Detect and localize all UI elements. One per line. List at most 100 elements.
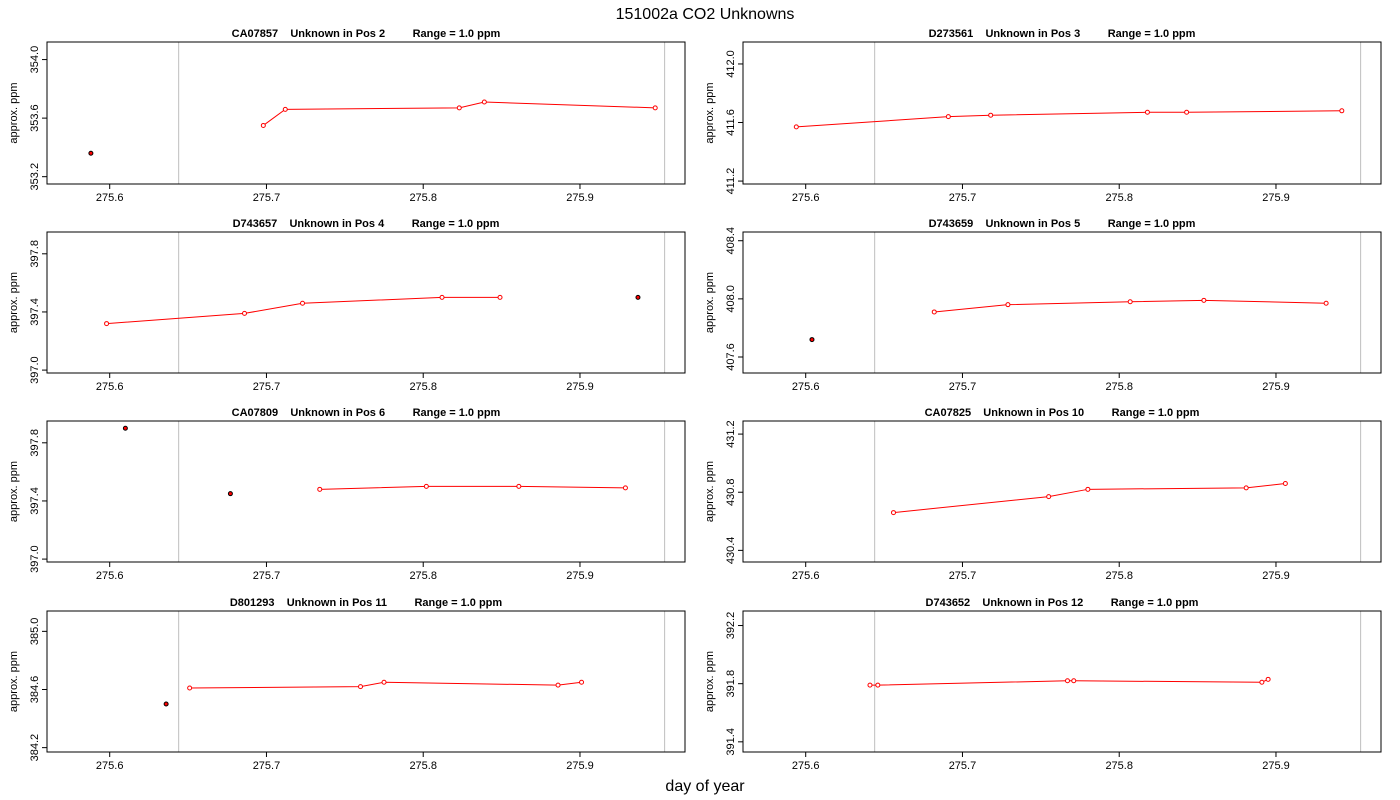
- x-tick-label: 275.6: [792, 381, 820, 393]
- y-tick-label: 412.0: [725, 50, 737, 78]
- y-tick-label: 392.2: [725, 612, 737, 640]
- y-tick-label: 397.0: [29, 356, 41, 384]
- x-tick-label: 275.8: [1105, 570, 1133, 582]
- outlier-point: [88, 150, 94, 156]
- x-tick-label: 275.7: [949, 192, 977, 204]
- y-tick-label: 408.4: [725, 227, 737, 255]
- y-axis-label: approx. ppm: [704, 82, 716, 143]
- plot-frame: [742, 420, 1382, 563]
- data-point: [1085, 486, 1091, 492]
- y-tick-label: 397.0: [29, 545, 41, 573]
- x-tick-label: 275.9: [1262, 192, 1290, 204]
- data-point: [1259, 679, 1265, 685]
- x-tick-label: 275.7: [253, 570, 281, 582]
- data-point: [875, 682, 881, 688]
- x-axis-label: day of year: [665, 778, 745, 795]
- x-tick-label: 275.6: [96, 192, 124, 204]
- panel-title: D743652 Unknown in Pos 12 Range = 1.0 pp…: [926, 597, 1199, 609]
- data-point: [104, 321, 110, 327]
- x-tick-label: 275.8: [409, 760, 437, 772]
- data-point: [945, 114, 951, 120]
- data-point: [260, 122, 266, 128]
- panel-4: D743659 Unknown in Pos 5 Range = 1.0 ppm…: [704, 218, 1382, 393]
- plot-frame: [742, 231, 1382, 374]
- data-point: [867, 682, 873, 688]
- outlier-point: [227, 491, 233, 497]
- y-tick-label: 354.0: [29, 46, 41, 74]
- data-point: [1144, 109, 1150, 115]
- x-tick-label: 275.6: [96, 570, 124, 582]
- y-tick-label: 391.8: [725, 670, 737, 698]
- x-tick-label: 275.9: [566, 760, 594, 772]
- y-tick-label: 385.0: [29, 618, 41, 646]
- y-tick-label: 353.6: [29, 104, 41, 132]
- x-tick-label: 275.8: [1105, 381, 1133, 393]
- data-point: [423, 483, 429, 489]
- y-tick-label: 430.8: [725, 478, 737, 506]
- plot-frame: [46, 231, 686, 374]
- x-tick-label: 275.8: [1105, 192, 1133, 204]
- x-tick-label: 275.7: [253, 760, 281, 772]
- y-axis-label: approx. ppm: [8, 651, 20, 712]
- panel-7: D801293 Unknown in Pos 11 Range = 1.0 pp…: [8, 597, 686, 772]
- outlier-point: [635, 294, 641, 300]
- data-point: [456, 105, 462, 111]
- x-tick-label: 275.9: [1262, 381, 1290, 393]
- x-tick-label: 275.6: [792, 760, 820, 772]
- y-tick-label: 391.4: [725, 728, 737, 756]
- y-tick-label: 353.2: [29, 163, 41, 191]
- data-point: [187, 685, 193, 691]
- y-axis-label: approx. ppm: [8, 82, 20, 143]
- y-tick-label: 397.4: [29, 487, 41, 515]
- y-tick-label: 397.4: [29, 298, 41, 326]
- panel-title: CA07809 Unknown in Pos 6 Range = 1.0 ppm: [232, 407, 501, 419]
- x-tick-label: 275.8: [1105, 760, 1133, 772]
- y-tick-label: 384.2: [29, 734, 41, 762]
- y-tick-label: 431.2: [725, 420, 737, 448]
- panel-3: D743657 Unknown in Pos 4 Range = 1.0 ppm…: [8, 218, 686, 393]
- x-tick-label: 275.8: [409, 570, 437, 582]
- data-point: [1323, 300, 1329, 306]
- data-point: [555, 682, 561, 688]
- series-line: [319, 485, 626, 490]
- panel-5: CA07809 Unknown in Pos 6 Range = 1.0 ppm…: [8, 407, 686, 582]
- data-point: [1127, 299, 1133, 305]
- data-point: [1201, 297, 1207, 303]
- panel-title: CA07825 Unknown in Pos 10 Range = 1.0 pp…: [925, 407, 1200, 419]
- data-point: [622, 485, 628, 491]
- x-tick-label: 275.7: [949, 381, 977, 393]
- panel-6: CA07825 Unknown in Pos 10 Range = 1.0 pp…: [704, 407, 1382, 582]
- data-point: [1339, 108, 1345, 114]
- x-tick-label: 275.7: [949, 570, 977, 582]
- x-tick-label: 275.8: [409, 381, 437, 393]
- panel-title: D273561 Unknown in Pos 3 Range = 1.0 ppm: [929, 28, 1196, 40]
- data-point: [793, 124, 799, 130]
- data-point: [516, 483, 522, 489]
- outlier-point: [163, 701, 169, 707]
- plot-frame: [742, 41, 1382, 185]
- panel-2: D273561 Unknown in Pos 3 Range = 1.0 ppm…: [704, 28, 1382, 204]
- x-tick-label: 275.9: [566, 192, 594, 204]
- outlier-point: [809, 337, 815, 343]
- y-axis-label: approx. ppm: [8, 461, 20, 522]
- y-tick-label: 397.8: [29, 429, 41, 457]
- plot-frame: [742, 610, 1382, 753]
- data-point: [439, 294, 445, 300]
- series-line: [796, 110, 1342, 128]
- x-tick-label: 275.8: [409, 192, 437, 204]
- plot-frame: [46, 610, 686, 753]
- data-point: [931, 309, 937, 315]
- data-point: [1282, 481, 1288, 487]
- y-axis-label: approx. ppm: [704, 272, 716, 333]
- data-point: [890, 510, 896, 516]
- data-point: [1071, 678, 1077, 684]
- data-point: [358, 684, 364, 690]
- data-point: [317, 486, 323, 492]
- y-axis-label: approx. ppm: [704, 461, 716, 522]
- data-point: [1243, 485, 1249, 491]
- x-tick-label: 275.6: [96, 381, 124, 393]
- plot-frame: [46, 41, 686, 185]
- y-tick-label: 397.8: [29, 240, 41, 268]
- y-tick-label: 411.6: [725, 109, 737, 136]
